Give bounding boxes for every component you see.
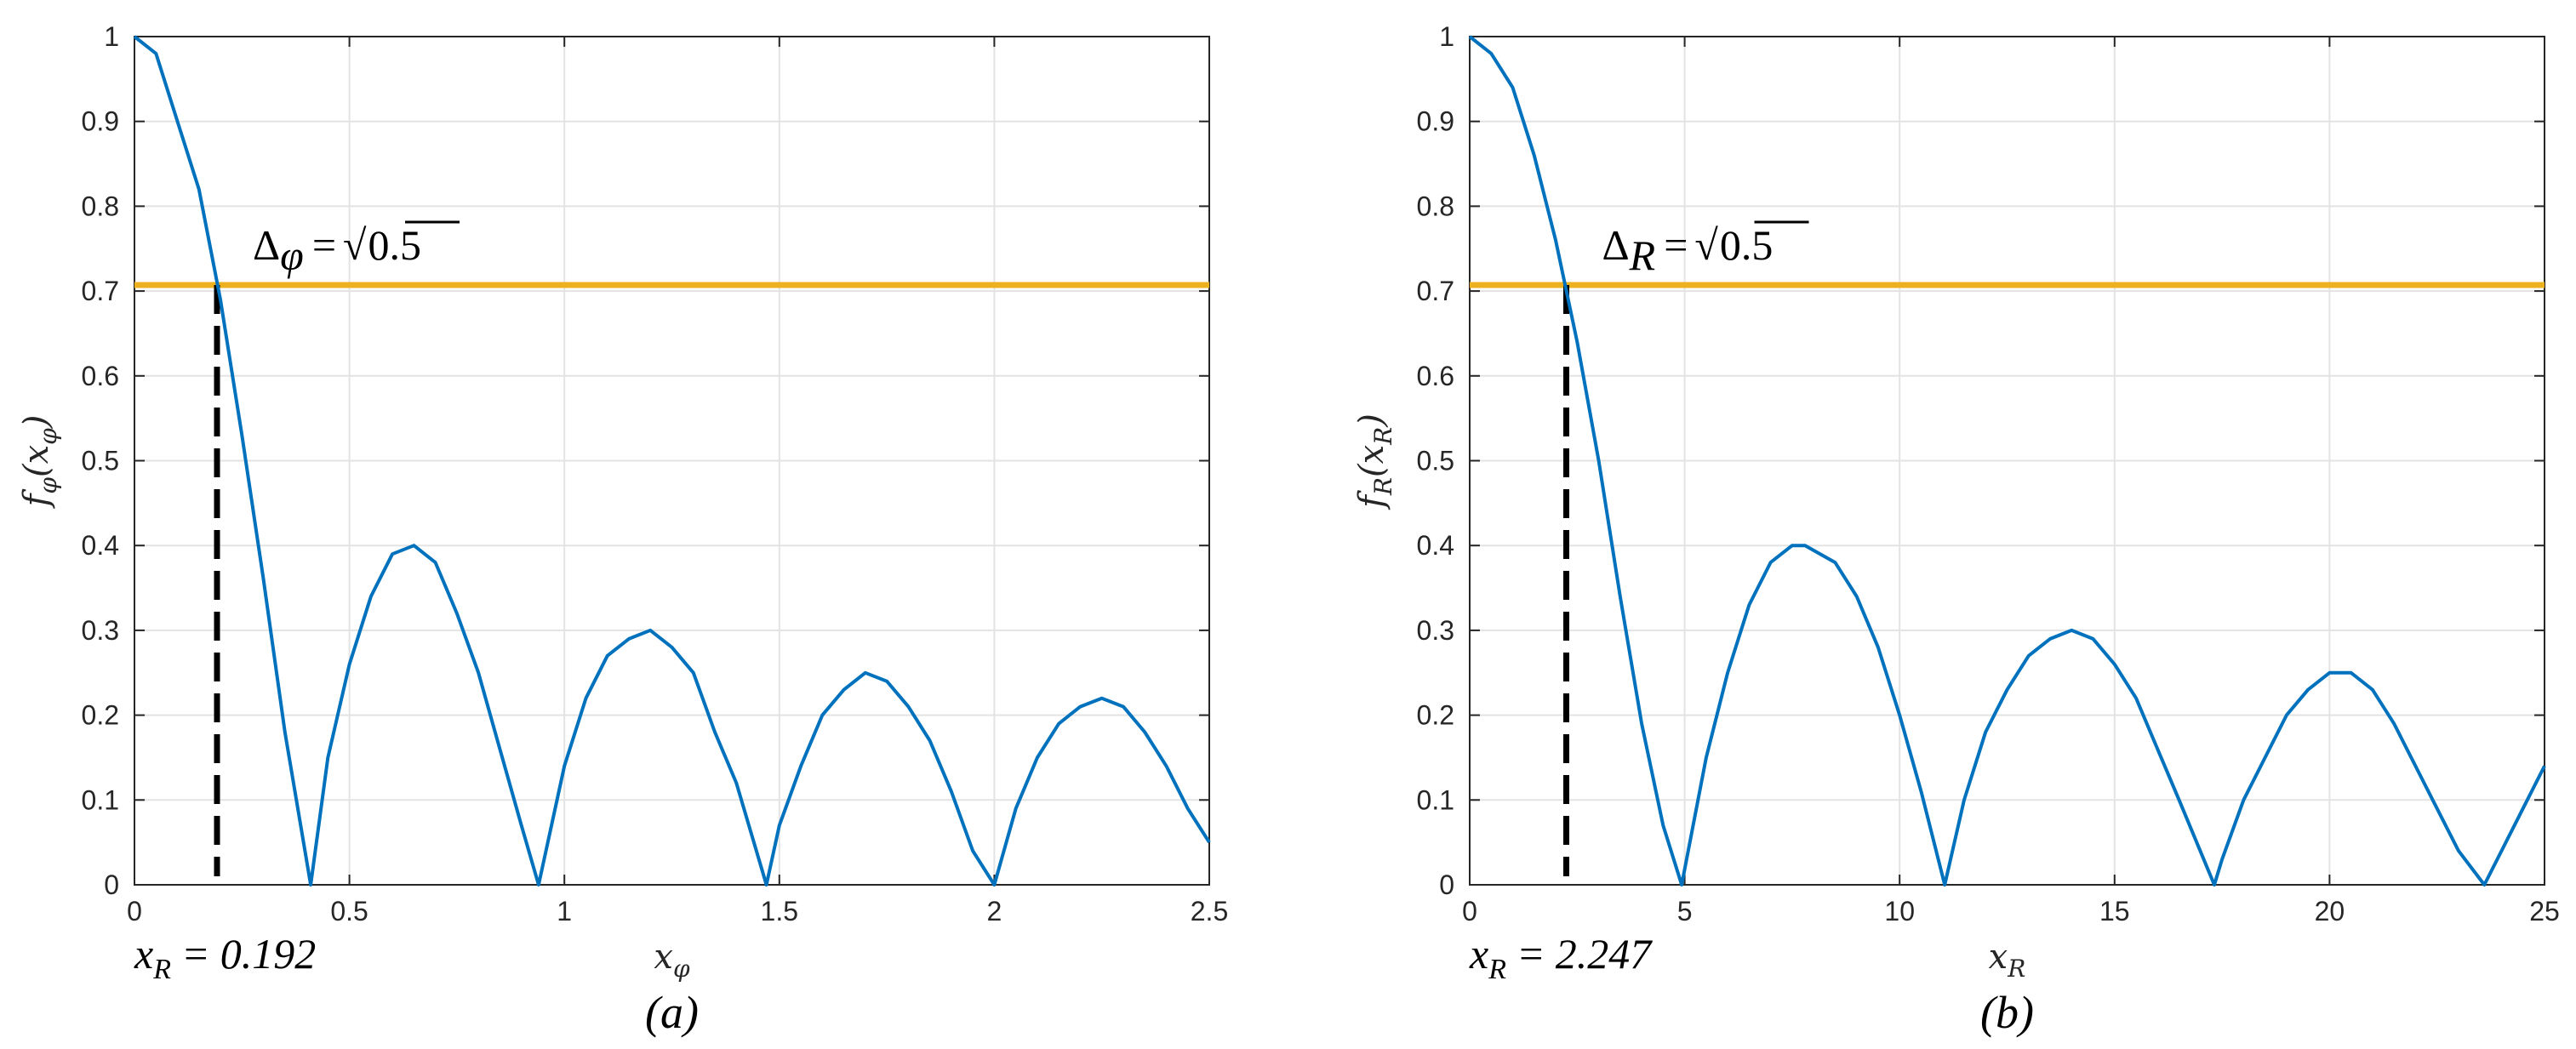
x-axis-label-base: x — [1989, 938, 2008, 977]
y-tick-label: 0.3 — [1417, 615, 1454, 646]
result-value: 0.192 — [220, 930, 317, 978]
crossing-result: xR = 2.247 — [1469, 930, 1653, 985]
result-sub: R — [1488, 954, 1506, 985]
result-x: x — [134, 930, 153, 978]
x-tick-label: 10 — [1884, 896, 1915, 926]
data-series-line — [1468, 35, 2546, 887]
y-tick-label: 0.4 — [82, 530, 119, 561]
y-tick-label: 1 — [104, 21, 119, 52]
y-axis-label-paren: ) — [1352, 413, 1391, 428]
annotation-sub: φ — [280, 231, 304, 279]
annotation-sqrt: √ — [1694, 221, 1718, 269]
x-tick-label: 1.5 — [761, 896, 798, 926]
y-tick-label: 0.8 — [1417, 191, 1454, 221]
x-tick-label: 1 — [557, 896, 572, 926]
data-series-line — [133, 35, 1211, 887]
threshold-annotation: Δφ = √0.5 — [253, 221, 421, 279]
crossing-result: xR = 0.192 — [134, 930, 316, 985]
y-tick-label: 0.8 — [82, 191, 119, 221]
y-tick-label: 0.3 — [82, 615, 119, 646]
x-tick-label: 15 — [2099, 896, 2130, 926]
annotation-radicand: 0.5 — [368, 221, 421, 269]
threshold-annotation: ΔR = √0.5 — [1602, 221, 1773, 279]
x-axis-label-sub: R — [2007, 955, 2025, 983]
y-tick-label: 0 — [104, 869, 119, 900]
y-tick-label: 0.6 — [1417, 361, 1454, 391]
y-tick-label: 0.1 — [82, 784, 119, 815]
annotation-delta: Δ — [253, 221, 280, 269]
x-tick-label: 20 — [2315, 896, 2345, 926]
result-sub: R — [152, 954, 171, 985]
y-axis-label-paren: ( — [1352, 463, 1391, 477]
y-tick-label: 0.6 — [82, 361, 119, 391]
panel-caption: (a) — [645, 987, 699, 1038]
y-tick-label: 1 — [1439, 21, 1454, 52]
panel-caption: (b) — [1980, 987, 2034, 1038]
x-axis-label: xφ — [654, 938, 690, 983]
y-axis-label-argsub: R — [1369, 427, 1397, 446]
x-axis-label: xR — [1989, 938, 2026, 983]
y-axis-label-fsub: R — [1369, 477, 1397, 496]
result-eq: = — [181, 930, 210, 978]
x-tick-label: 25 — [2529, 896, 2560, 926]
y-tick-label: 0.5 — [82, 446, 119, 476]
x-axis-label-base: x — [654, 938, 673, 977]
x-tick-label: 0 — [127, 896, 142, 926]
x-tick-label: 2 — [987, 896, 1002, 926]
annotation-delta: Δ — [1602, 221, 1630, 269]
result-eq: = — [1516, 930, 1545, 978]
y-tick-label: 0.7 — [1417, 276, 1454, 306]
x-axis-label-sub: φ — [673, 955, 690, 983]
y-tick-label: 0.9 — [1417, 106, 1454, 137]
result-value: 2.247 — [1556, 930, 1654, 978]
y-tick-label: 0.7 — [82, 276, 119, 306]
annotation-radicand: 0.5 — [1720, 221, 1773, 269]
annotation-sqrt: √ — [343, 221, 367, 269]
annotation-eq: = — [312, 221, 336, 269]
y-axis-label-paren: ( — [17, 463, 56, 477]
y-axis-label-paren: ) — [17, 415, 56, 430]
y-tick-label: 0.5 — [1417, 446, 1454, 476]
y-tick-label: 0.2 — [82, 700, 119, 731]
x-tick-label: 5 — [1677, 896, 1693, 926]
panel-phi: 0 0.5 1 1.5 2 2.5 0 0.1 0.2 0.3 0.4 0.5 0.6 0.7 0.8 0.9… — [17, 21, 1228, 1038]
y-tick-label: 0.9 — [82, 106, 119, 137]
annotation-eq: = — [1664, 221, 1688, 269]
annotation-sub: R — [1629, 231, 1656, 279]
y-axis-label-arg: x — [17, 445, 56, 465]
y-tick-label: 0.2 — [1417, 700, 1454, 731]
y-tick-label: 0.1 — [1417, 784, 1454, 815]
y-axis-label: fφ(xφ) — [17, 415, 62, 510]
y-tick-label: 0.4 — [1417, 530, 1454, 561]
y-axis-label-fsub: φ — [34, 477, 62, 494]
y-axis-label-argsub: φ — [34, 428, 62, 445]
y-axis-label: fR(xR) — [1352, 413, 1397, 510]
y-axis-label-arg: x — [1352, 445, 1391, 465]
y-tick-label: 0 — [1439, 869, 1454, 900]
result-x: x — [1469, 930, 1488, 978]
x-tick-label: 0 — [1462, 896, 1477, 926]
x-tick-label: 0.5 — [330, 896, 368, 926]
x-tick-label: 2.5 — [1191, 896, 1228, 926]
panel-R: 0 5 10 15 20 25 0 0.1 0.2 0.3 0.4 0.5 0.6 0.7 0.8 0.9 1 Δ… — [1352, 21, 2560, 1038]
